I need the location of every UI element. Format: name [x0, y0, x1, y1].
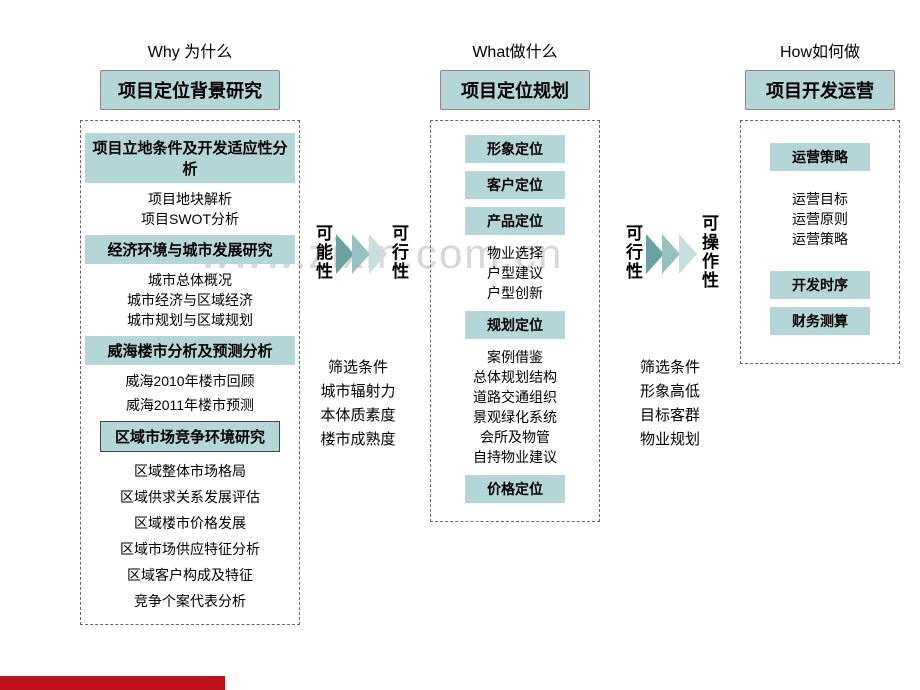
bridge2-c2: 目标客群 [620, 404, 720, 428]
what-g1-header: 客户定位 [465, 171, 565, 199]
why-sec4-item0: 区域整体市场格局 [85, 458, 295, 484]
bridge2-right-label: 可操作性 [696, 214, 721, 290]
why-tag: Why 为什么 [80, 38, 300, 62]
why-sec4-item5: 竞争个案代表分析 [85, 588, 295, 614]
why-sec4-header: 区域市场竞争环境研究 [100, 421, 280, 452]
how-g2-header: 财务测算 [770, 307, 870, 335]
footer-red-bar [0, 676, 225, 690]
column-how: How如何做 项目开发运营 运营策略 运营目标 运营原则 运营策略 开发时序 财… [740, 38, 900, 364]
bridge1-c2: 本体质素度 [308, 404, 408, 428]
why-sec4-item1: 区域供求关系发展评估 [85, 484, 295, 510]
bridge2-c3: 物业规划 [620, 428, 720, 452]
why-sec1-header: 项目立地条件及开发适应性分析 [85, 133, 295, 183]
column-why: Why 为什么 项目定位背景研究 项目立地条件及开发适应性分析 项目地块解析 项… [80, 38, 300, 625]
why-sec2-item1: 城市经济与区域经济 [85, 290, 295, 310]
why-sec2-header: 经济环境与城市发展研究 [85, 235, 295, 264]
why-sec3-header: 威海楼市分析及预测分析 [85, 336, 295, 365]
what-g2-header: 产品定位 [465, 207, 565, 235]
how-g0-i2: 运营策略 [749, 229, 891, 249]
bridge1-arrows [336, 234, 381, 279]
why-sec3-item1: 威海2011年楼市预测 [85, 395, 295, 415]
how-g0-i1: 运营原则 [749, 209, 891, 229]
what-g2-i1: 户型建议 [439, 263, 591, 283]
why-dashed-box: 项目立地条件及开发适应性分析 项目地块解析 项目SWOT分析 经济环境与城市发展… [80, 120, 300, 625]
what-dashed-box: 形象定位 客户定位 产品定位 物业选择 户型建议 户型创新 规划定位 案例借鉴 … [430, 120, 600, 522]
what-title: 项目定位规划 [440, 70, 590, 110]
why-sec1-item0: 项目地块解析 [85, 189, 295, 209]
what-g3-i3: 景观绿化系统 [439, 407, 591, 427]
what-g4-header: 价格定位 [465, 475, 565, 503]
why-title: 项目定位背景研究 [100, 70, 280, 110]
bridge1-left-label: 可能性 [310, 224, 335, 281]
bridge1-right-label: 可行性 [386, 224, 411, 281]
diagram-stage: www.zixin.com.cn Why 为什么 项目定位背景研究 项目立地条件… [0, 0, 920, 690]
how-title: 项目开发运营 [745, 70, 895, 110]
how-tag: How如何做 [740, 38, 900, 62]
what-g2-i2: 户型创新 [439, 283, 591, 303]
bridge1-criteria: 筛选条件 城市辐射力 本体质素度 楼市成熟度 [308, 356, 408, 452]
what-g3-i2: 道路交通组织 [439, 387, 591, 407]
bridge2-c0: 筛选条件 [620, 356, 720, 380]
bridge2-criteria: 筛选条件 形象高低 目标客群 物业规划 [620, 356, 720, 452]
chevron-icon [336, 234, 354, 274]
how-g0-i0: 运营目标 [749, 189, 891, 209]
what-g3-i5: 自持物业建议 [439, 447, 591, 467]
what-g2-i0: 物业选择 [439, 243, 591, 263]
chevron-icon [646, 234, 664, 274]
bridge2-c1: 形象高低 [620, 380, 720, 404]
chevron-icon [662, 234, 680, 274]
what-g0-header: 形象定位 [465, 135, 565, 163]
what-g3-i4: 会所及物管 [439, 427, 591, 447]
why-sec1-item1: 项目SWOT分析 [85, 209, 295, 229]
how-dashed-box: 运营策略 运营目标 运营原则 运营策略 开发时序 财务测算 [740, 120, 900, 364]
why-sec2-item0: 城市总体概况 [85, 270, 295, 290]
how-g1-header: 开发时序 [770, 271, 870, 299]
what-g3-i0: 案例借鉴 [439, 347, 591, 367]
what-g3-i1: 总体规划结构 [439, 367, 591, 387]
what-tag: What做什么 [430, 38, 600, 62]
bridge2-left-label: 可行性 [620, 224, 645, 281]
chevron-icon [352, 234, 370, 274]
why-sec4-item4: 区域客户构成及特征 [85, 562, 295, 588]
chevron-icon [369, 234, 387, 274]
chevron-icon [679, 234, 697, 274]
why-sec3-item0: 威海2010年楼市回顾 [85, 371, 295, 391]
column-what: What做什么 项目定位规划 形象定位 客户定位 产品定位 物业选择 户型建议 … [430, 38, 600, 522]
why-sec4-item3: 区域市场供应特征分析 [85, 536, 295, 562]
why-sec4-item2: 区域楼市价格发展 [85, 510, 295, 536]
how-g0-header: 运营策略 [770, 143, 870, 171]
bridge1-c1: 城市辐射力 [308, 380, 408, 404]
bridge1-c0: 筛选条件 [308, 356, 408, 380]
what-g3-header: 规划定位 [465, 311, 565, 339]
bridge2-arrows [646, 234, 691, 279]
why-sec2-item2: 城市规划与区域规划 [85, 310, 295, 330]
bridge1-c3: 楼市成熟度 [308, 428, 408, 452]
